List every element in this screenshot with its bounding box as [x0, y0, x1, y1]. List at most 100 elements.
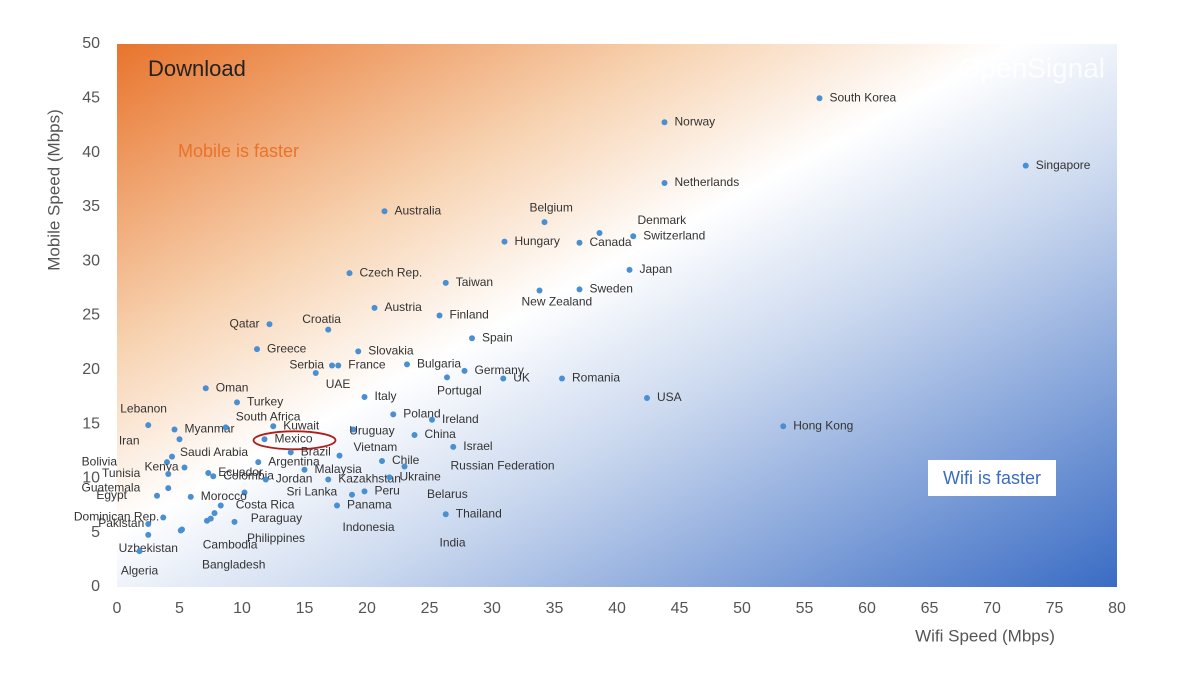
point-label: Poland	[403, 406, 440, 420]
point-label: Egypt	[96, 488, 127, 502]
point-label: South Korea	[830, 90, 897, 104]
point-label: Kenya	[144, 460, 178, 474]
point-label: Hungary	[515, 234, 560, 248]
point	[336, 452, 343, 459]
point-label: Slovakia	[368, 344, 414, 358]
point-label: Belarus	[427, 487, 468, 501]
point-label: Israel	[463, 439, 492, 453]
point	[469, 335, 475, 342]
point	[355, 348, 362, 355]
point	[361, 488, 368, 495]
point-label: Cambodia	[203, 538, 258, 552]
point-label: Hong Kong	[793, 418, 853, 432]
point-label: Czech Rep.	[360, 265, 423, 279]
point	[145, 422, 152, 429]
point-label: Pakistan	[98, 516, 144, 530]
point-label: Oman	[216, 380, 249, 394]
y-tick-label: 45	[82, 90, 100, 107]
point	[361, 393, 368, 400]
point	[411, 431, 418, 438]
point	[442, 511, 449, 518]
point	[461, 367, 468, 374]
y-tick-label: 0	[91, 578, 100, 595]
point-label: Mexico	[275, 431, 313, 445]
point	[334, 502, 340, 509]
point-label: Romania	[572, 371, 620, 385]
point	[181, 464, 188, 471]
x-tick-label: 65	[921, 600, 939, 617]
x-tick-label: 60	[858, 600, 876, 617]
point	[349, 491, 355, 498]
point-label: South Africa	[236, 410, 301, 424]
point	[210, 473, 217, 480]
point-label: Australia	[395, 203, 442, 217]
highlight-ring	[252, 430, 337, 451]
point	[145, 521, 152, 528]
point	[436, 312, 443, 319]
point	[325, 476, 332, 483]
x-tick-label: 30	[483, 600, 501, 617]
x-tick-label: 0	[113, 600, 122, 617]
point-label: Serbia	[289, 358, 324, 372]
point-label: Finland	[450, 308, 489, 322]
point-label: Panama	[347, 498, 392, 512]
x-tick-label: 35	[546, 600, 564, 617]
point	[262, 476, 269, 483]
watermark: OpenSignal	[959, 52, 1105, 83]
point-label: Morocco	[201, 489, 247, 503]
chart-title: Download	[148, 56, 246, 81]
point	[287, 449, 294, 456]
point	[176, 436, 183, 443]
y-tick-label: 30	[82, 252, 100, 269]
point-label: Costa Rica	[236, 498, 295, 512]
point-label: Iran	[119, 433, 140, 447]
point	[211, 510, 218, 517]
point	[261, 436, 268, 443]
point-label: Saudi Arabia	[180, 445, 248, 459]
point	[576, 286, 583, 293]
annotation: Mobile is faster	[178, 141, 299, 161]
x-tick-label: 40	[608, 600, 626, 617]
point-label: UK	[513, 371, 530, 385]
point	[164, 459, 170, 466]
point	[371, 304, 378, 311]
point	[312, 370, 319, 377]
point	[541, 219, 548, 226]
point	[630, 233, 637, 240]
point	[255, 459, 262, 466]
point	[780, 423, 787, 430]
point-label: Switzerland	[643, 228, 705, 242]
x-tick-label: 50	[733, 600, 751, 617]
point	[234, 399, 240, 406]
point-label: Sri Lanka	[287, 485, 338, 499]
x-tick-label: 25	[421, 600, 439, 617]
point-label: Brazil	[301, 445, 331, 459]
point-label: Spain	[482, 330, 513, 344]
point-label: Bangladesh	[202, 558, 265, 572]
point	[145, 531, 152, 538]
point	[335, 362, 342, 369]
point	[381, 208, 388, 215]
point-label: Greece	[267, 341, 307, 355]
y-tick-label: 20	[82, 361, 100, 378]
point-label: Bolivia	[82, 454, 118, 468]
point	[501, 238, 508, 245]
point-label: Tunisia	[102, 466, 141, 480]
point-label: Russian Federation	[451, 459, 555, 473]
y-tick-label: 35	[82, 198, 100, 215]
point	[390, 411, 397, 418]
point-label: Singapore	[1036, 158, 1091, 172]
x-tick-label: 55	[796, 600, 814, 617]
point-label: Ireland	[442, 412, 479, 426]
point-label: Austria	[385, 300, 423, 314]
point-label: Ukraine	[400, 469, 442, 483]
point	[154, 492, 160, 499]
point-label: Jordan	[276, 472, 313, 486]
point-label: Netherlands	[675, 175, 740, 189]
point-label: Ecuador	[218, 465, 263, 479]
point-label: Uzbekistan	[119, 541, 178, 555]
point-label: Kazakhstan	[338, 472, 401, 486]
point	[202, 385, 209, 392]
point-label: Paraguay	[251, 511, 302, 525]
